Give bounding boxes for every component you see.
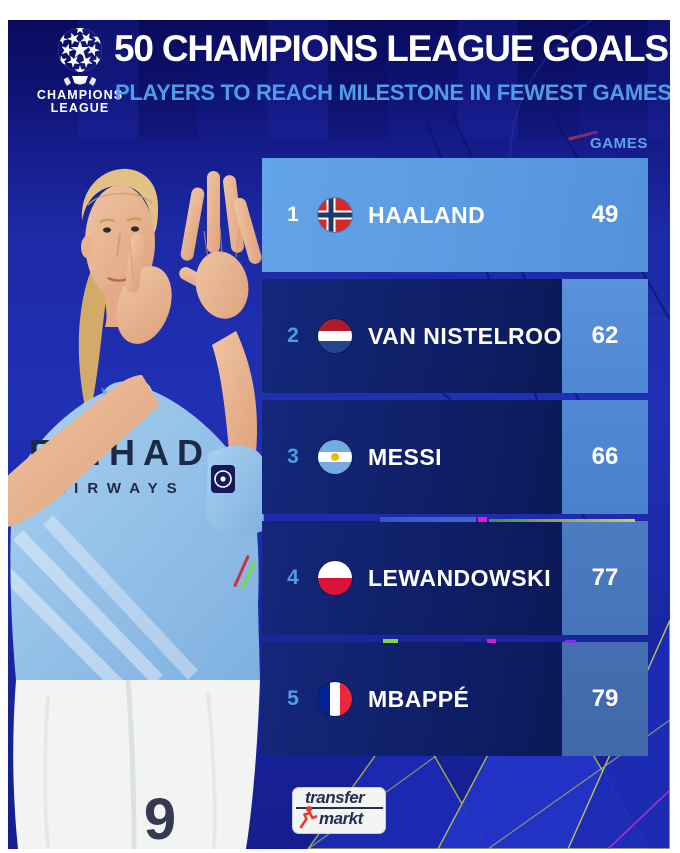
shorts: 9 (13, 679, 260, 849)
header-band (8, 20, 670, 138)
brand-word-markt: markt (319, 809, 363, 828)
table-row-messi: 3 MESSI 66 (262, 400, 648, 514)
games-value: 49 (591, 201, 619, 228)
games-column-header: GAMES (589, 135, 648, 152)
transfermarkt-logo: transfer markt (292, 787, 386, 834)
jersey-sponsor-sub: AIRWAYS (54, 480, 185, 497)
player-name: HAALAND (368, 201, 486, 228)
games-value: 77 (562, 521, 648, 635)
logo-competition-line1: CHAMPIONS (36, 88, 124, 102)
hair-ponytail (78, 263, 107, 421)
starball-icon (58, 28, 102, 72)
glitch-dash-magenta (478, 517, 487, 522)
page-title: 50 CHAMPIONS LEAGUE GOALS (114, 28, 669, 69)
glitch-dash-magenta (487, 639, 496, 643)
flag-france-icon (318, 682, 352, 716)
player-name: MESSI (368, 443, 443, 470)
infographic-canvas: ETIHAD AIRWAYS 9 (8, 20, 670, 849)
player-name: VAN NISTELROOY (368, 322, 578, 349)
table-row-lewandowski: 4 LEWANDOWSKI 77 (262, 521, 648, 635)
table-row-van-nistelrooy: 2 VAN NISTELROOY 62 (262, 279, 648, 393)
rank-value: 3 (287, 445, 299, 468)
player-name: MBAPPÉ (368, 685, 470, 712)
logo-competition-line2: LEAGUE (50, 101, 110, 115)
flag-argentina-icon (318, 440, 352, 474)
rank-value: 4 (287, 566, 299, 589)
haaland-player-photo: ETIHAD AIRWAYS 9 (8, 168, 264, 849)
glitch-bar (380, 517, 476, 522)
glitch-dash-green (383, 639, 398, 643)
flag-netherlands-icon (318, 319, 352, 353)
table-row-haaland: 1 HAALAND 49 (262, 158, 648, 272)
runner-icon (299, 806, 318, 829)
glitch-line-green (489, 519, 635, 522)
rank-value: 5 (287, 687, 299, 710)
nose-touch-hand (8, 233, 172, 527)
champions-league-logo: CHAMPIONS LEAGUE (30, 26, 130, 115)
brand-word-transfer: transfer (296, 788, 383, 809)
table-row-mbappe: 5 MBAPPÉ 79 (262, 642, 648, 756)
games-value: 66 (562, 400, 648, 514)
shirt-number: 9 (144, 787, 176, 849)
flag-norway-icon (318, 198, 352, 232)
raised-hand (179, 171, 262, 461)
games-value: 79 (562, 642, 648, 756)
games-value: 62 (562, 279, 648, 393)
glitch-dash-violet (565, 640, 576, 643)
rank-value: 2 (287, 324, 299, 347)
page-subtitle: PLAYERS TO REACH MILESTONE IN FEWEST GAM… (115, 80, 670, 105)
rank-value: 1 (287, 203, 299, 226)
player-name: LEWANDOWSKI (368, 564, 552, 591)
flag-poland-icon (318, 561, 352, 595)
uefa-mark-icon (64, 76, 96, 86)
